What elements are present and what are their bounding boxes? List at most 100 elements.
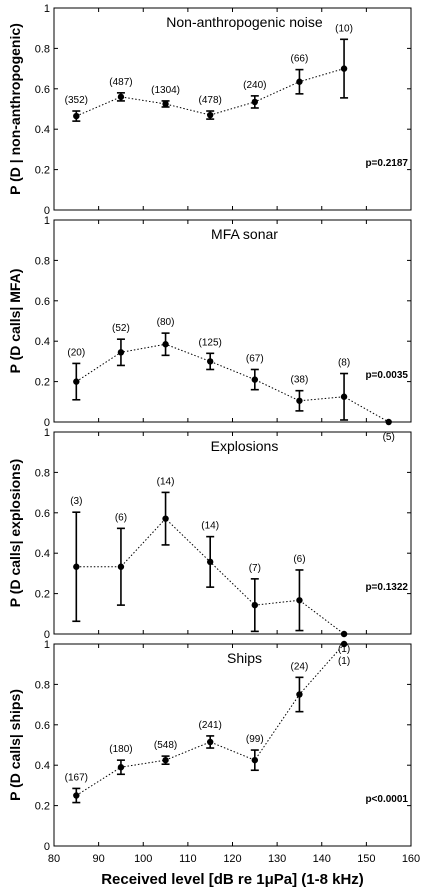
x-tick-label: 160: [402, 853, 420, 865]
count-label: (240): [243, 80, 266, 91]
count-label: (24): [291, 661, 309, 672]
x-tick-label: 130: [268, 853, 286, 865]
y-tick-label: 0.8: [35, 467, 50, 479]
data-point: [385, 418, 392, 426]
count-label: (487): [109, 77, 132, 88]
data-point: [296, 597, 303, 604]
data-point: [251, 756, 259, 764]
series-line: [76, 68, 345, 117]
panel-3: 0 0.2 0.4 0.6 0.8 1 Explosions P (D calls| expl…: [7, 427, 412, 655]
x-axis-label: Received level [dB re 1μPa] (1-8 kHz): [101, 871, 364, 888]
panel-title: MFA sonar: [211, 226, 278, 242]
panel-2: 0 0.2 0.4 0.6 0.8 1 MFA sonar P (D calls| MFA) p…: [7, 215, 412, 443]
count-label: (6): [293, 554, 305, 565]
count-label: (66): [291, 54, 309, 65]
y-tick-label: 0.8: [35, 43, 50, 55]
y-axis-label: P (D calls| ships): [7, 689, 23, 801]
y-tick-label: 0.2: [35, 589, 50, 601]
panel-title: Explosions: [211, 438, 279, 454]
data-point: [117, 563, 125, 570]
data-point: [162, 515, 169, 522]
count-label: (241): [199, 720, 222, 731]
y-tick-label: 0: [44, 205, 50, 217]
count-label: (3): [70, 496, 82, 507]
data-point: [251, 376, 259, 383]
data-point: [206, 358, 214, 365]
y-tick-label: 0.6: [35, 296, 50, 308]
data-point: [296, 691, 303, 698]
x-tick-label: 90: [93, 853, 105, 865]
count-label: (478): [199, 95, 222, 106]
data-point: [117, 764, 125, 771]
y-tick-label: 0.6: [35, 84, 50, 96]
y-tick-label: 1: [44, 639, 50, 651]
count-label: (548): [154, 740, 177, 751]
data-point: [251, 601, 259, 609]
count-label: (7): [249, 563, 261, 574]
data-point: [251, 98, 259, 106]
panel-4: 0 0.2 0.4 0.6 0.8 1 80 90 100 110 120 130 140 150 160 S…: [7, 639, 420, 888]
x-tick-label: 150: [357, 853, 375, 865]
count-label: (14): [157, 476, 175, 487]
y-tick-label: 0.4: [35, 336, 50, 348]
y-tick-label: 0: [44, 841, 50, 853]
data-point: [340, 640, 348, 648]
y-tick-label: 0.4: [35, 124, 50, 136]
count-label: (167): [65, 772, 88, 783]
count-label: (1304): [151, 85, 180, 96]
y-tick-label: 0: [44, 417, 50, 429]
panel-title: Ships: [227, 650, 262, 666]
count-label: (38): [291, 375, 309, 386]
data-point: [162, 100, 169, 108]
p-value: p<0.0001: [365, 794, 408, 805]
plot-frame: [53, 643, 412, 847]
count-label: (1): [338, 644, 350, 655]
y-axis-label: P (D | non-anthropogenic): [7, 23, 23, 195]
x-tick-label: 80: [48, 853, 60, 865]
y-tick-label: 0.6: [35, 720, 50, 732]
data-point: [206, 738, 214, 746]
data-point: [296, 78, 303, 85]
count-label: (6): [115, 512, 127, 523]
y-tick-label: 0.6: [35, 508, 50, 520]
y-tick-label: 0.8: [35, 679, 50, 691]
count-label: (14): [201, 521, 219, 532]
p-value: p=0.2187: [365, 158, 408, 169]
panel-1: 0 0.2 0.4 0.6 0.8 1 Non-anthropogenic noise P (…: [7, 3, 412, 217]
count-label: (99): [246, 734, 264, 745]
data-point: [73, 563, 80, 570]
count-label: (8): [338, 358, 350, 369]
x-tick-label: 120: [223, 853, 241, 865]
panel-title: Non-anthropogenic noise: [166, 14, 323, 30]
data-point: [340, 393, 348, 400]
y-tick-label: 0.2: [35, 377, 50, 389]
count-label: (80): [157, 317, 175, 328]
data-point: [340, 630, 348, 638]
y-tick-label: 0.2: [35, 165, 50, 177]
plot-frame: [53, 431, 412, 635]
count-label: (10): [335, 23, 353, 34]
data-point: [73, 112, 80, 120]
x-tick-label: 100: [134, 853, 152, 865]
y-tick-label: 1: [44, 215, 50, 227]
data-point: [162, 341, 169, 348]
count-label: (180): [109, 744, 132, 755]
y-tick-label: 0.8: [35, 255, 50, 267]
y-tick-label: 1: [44, 3, 50, 15]
data-point: [117, 349, 125, 356]
y-axis-label: P (D calls| MFA): [7, 269, 23, 374]
data-point: [340, 65, 348, 72]
plot-frame: [53, 219, 412, 423]
x-tick-label: 110: [179, 853, 197, 865]
data-point: [162, 756, 169, 764]
y-tick-label: 0: [44, 629, 50, 641]
count-label: (20): [67, 347, 85, 358]
y-axis-label: P (D calls| explosions): [7, 459, 23, 607]
y-tick-label: 0.4: [35, 548, 50, 560]
count-label: (1): [338, 656, 350, 667]
data-point: [117, 93, 125, 101]
p-value: p=0.0035: [365, 370, 408, 381]
data-point: [296, 397, 303, 404]
p-value: p=0.1322: [365, 582, 408, 593]
